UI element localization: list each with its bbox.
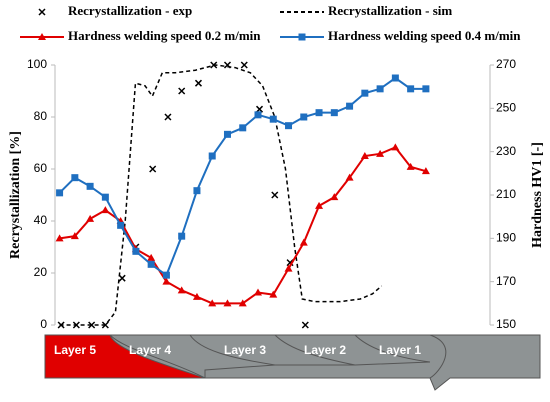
data-point: [147, 260, 155, 268]
legend-marker: [38, 8, 46, 16]
data-point: [300, 113, 308, 121]
data-point: [254, 111, 262, 119]
data-point: [345, 173, 354, 181]
data-point: [391, 143, 400, 151]
data-point: [56, 189, 64, 197]
data-point: [255, 105, 264, 113]
data-point: [101, 193, 109, 201]
layer-label: Layer 1: [379, 343, 421, 357]
data-point: [177, 286, 186, 294]
data-point: [192, 292, 201, 300]
data-point: [330, 109, 338, 117]
data-point: [391, 74, 399, 82]
data-point: [406, 162, 415, 170]
data-point: [194, 79, 203, 87]
data-point: [269, 115, 277, 123]
data-point: [86, 214, 95, 222]
legend-label: Hardness welding speed 0.4 m/min: [328, 28, 521, 43]
y2-tick-label: 250: [496, 101, 516, 115]
data-point: [208, 152, 216, 160]
data-point: [223, 130, 231, 138]
data-point: [315, 201, 324, 209]
data-point: [239, 124, 247, 132]
y-tick-label: 60: [34, 161, 48, 175]
data-point: [376, 149, 385, 157]
y-tick-label: 0: [40, 317, 47, 331]
data-point: [164, 113, 172, 121]
data-point: [162, 277, 171, 285]
data-point: [70, 232, 79, 240]
legend-label: Hardness welding speed 0.2 m/min: [68, 28, 261, 43]
data-point: [346, 102, 354, 110]
data-point: [361, 89, 369, 97]
y-tick-label: 80: [34, 109, 48, 123]
layer-label: Layer 5: [54, 343, 96, 357]
data-point: [178, 87, 186, 95]
data-point: [55, 234, 64, 242]
data-point: [301, 321, 309, 329]
layer-label: Layer 3: [224, 343, 266, 357]
data-point: [162, 271, 170, 279]
data-point: [117, 221, 125, 229]
data-point: [178, 232, 186, 240]
y-tick-label: 40: [34, 213, 48, 227]
data-point: [208, 299, 217, 307]
legend-label: Recrystallization - sim: [328, 3, 452, 18]
data-point: [118, 274, 126, 282]
data-point: [132, 247, 140, 255]
y2-tick-label: 150: [496, 317, 516, 331]
y2-tick-label: 230: [496, 144, 516, 158]
data-point: [271, 191, 279, 199]
data-point: [407, 85, 415, 93]
data-point: [330, 193, 339, 201]
y2-axis-label: Hardness HV1 [-]: [530, 142, 545, 248]
data-point: [71, 174, 79, 182]
y2-tick-label: 190: [496, 231, 516, 245]
data-point: [422, 85, 430, 93]
data-point: [88, 321, 96, 329]
layer-label: Layer 4: [129, 343, 171, 357]
data-point: [254, 288, 262, 296]
data-point: [269, 290, 278, 298]
data-point: [193, 187, 201, 195]
y2-tick-label: 210: [496, 187, 516, 201]
y-axis-label: Recrystallization [%]: [8, 131, 23, 259]
data-point: [238, 299, 247, 307]
series-line: [58, 76, 426, 277]
data-point: [223, 299, 232, 307]
data-point: [101, 206, 110, 214]
legend-marker: [298, 33, 306, 41]
data-point: [421, 167, 430, 175]
legend-marker: [38, 33, 46, 40]
layer-diagram: [44, 334, 541, 391]
data-point: [147, 253, 156, 261]
data-point: [149, 165, 157, 173]
y-tick-label: 20: [34, 265, 48, 279]
series-line: [59, 64, 383, 326]
data-point: [240, 61, 248, 69]
data-point: [360, 152, 369, 159]
layer-label: Layer 2: [304, 343, 346, 357]
y-tick-label: 100: [27, 57, 47, 71]
y2-tick-label: 170: [496, 274, 516, 288]
series-line: [59, 146, 427, 305]
data-point: [86, 182, 94, 190]
data-point: [284, 264, 293, 272]
data-point: [315, 109, 323, 117]
data-point: [376, 85, 384, 93]
y2-tick-label: 270: [496, 57, 516, 71]
data-point: [299, 238, 308, 246]
data-point: [285, 122, 293, 130]
legend-label: Recrystallization - exp: [68, 3, 192, 18]
